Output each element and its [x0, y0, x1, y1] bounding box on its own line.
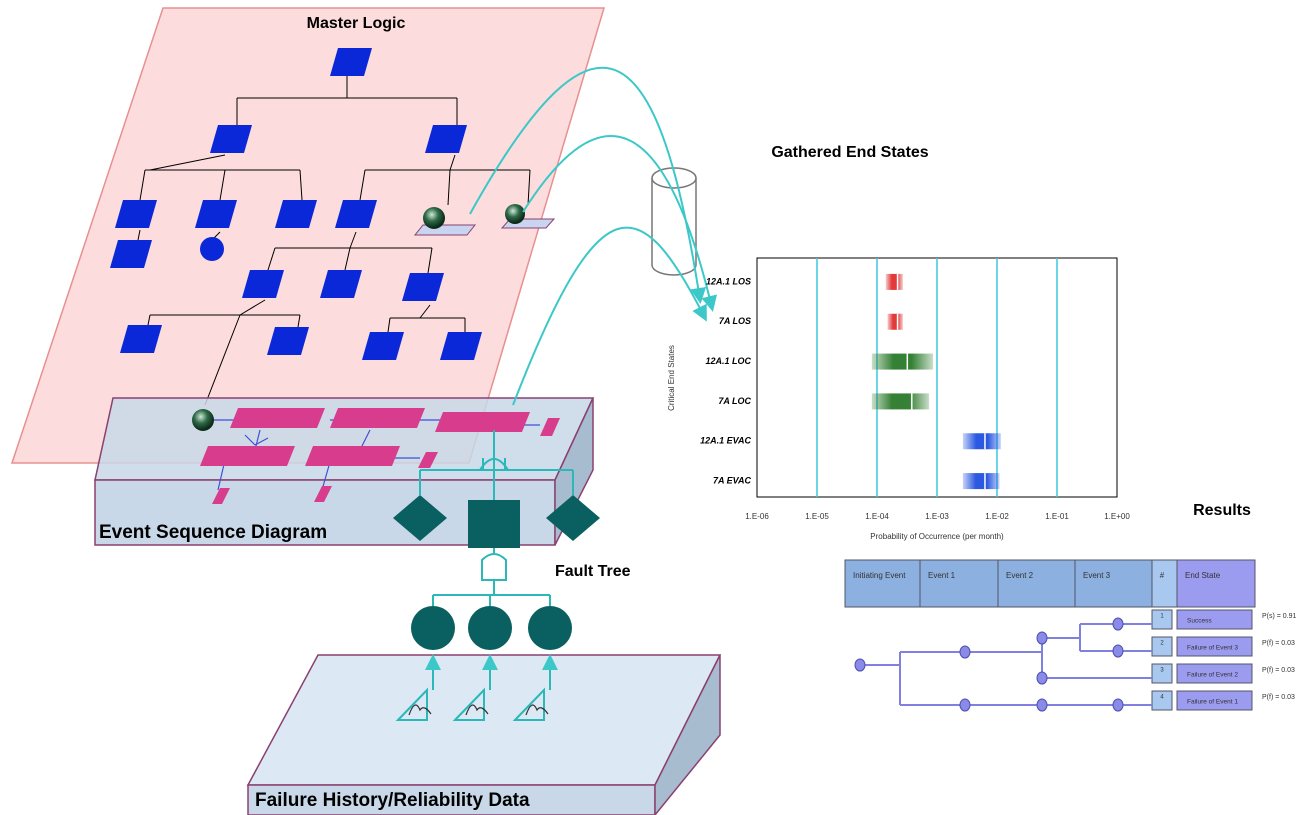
esd-title: Event Sequence Diagram [99, 522, 327, 543]
header-cell [1152, 560, 1177, 607]
header-label: Initiating Event [853, 571, 906, 580]
logic-node [200, 237, 224, 261]
tree-node [1113, 645, 1123, 657]
header-cell [1177, 560, 1255, 607]
header-cell [1075, 560, 1152, 607]
x-axis-label: Probability of Occurrence (per month) [870, 532, 1004, 541]
fault-tree-title: Fault Tree [555, 563, 631, 580]
header-label: Event 1 [928, 571, 956, 580]
esd-event [230, 408, 325, 428]
gathered-end-states-title: Gathered End States [771, 144, 928, 161]
end-state: Failure of Event 1 [1187, 699, 1238, 706]
category-label: 12A.1 EVAC [700, 436, 751, 446]
category-label: 12A.1 LOC [705, 356, 751, 366]
failure-data-title: Failure History/Reliability Data [255, 790, 530, 811]
sphere [423, 207, 445, 229]
x-tick-label: 1.E-02 [985, 512, 1009, 521]
tree-node [960, 699, 970, 711]
header-cell [845, 560, 920, 607]
end-state: Failure of Event 3 [1187, 645, 1238, 652]
header-cell [998, 560, 1075, 607]
tree-node [960, 646, 970, 658]
cylinder [652, 168, 696, 275]
x-tick-label: 1.E-01 [1045, 512, 1069, 521]
probability: P(f) = 0.03 [1262, 694, 1295, 701]
range-bar [963, 473, 1000, 489]
probability: P(f) = 0.03 [1262, 667, 1295, 674]
header-cell [920, 560, 998, 607]
probability: P(f) = 0.03 [1262, 640, 1295, 647]
category-label: 7A LOC [718, 396, 751, 406]
diagram: Master Logic Gathered End States Event S… [0, 0, 1310, 815]
results-title: Results [1193, 502, 1251, 519]
category-label: 7A EVAC [713, 475, 752, 485]
end-state: Success [1187, 618, 1212, 625]
header-label: Event 3 [1083, 571, 1111, 580]
range-bar [886, 274, 903, 290]
esd-event [330, 408, 425, 428]
event-tree: Initiating Event Event 1 Event 2 Event 3 # En… [845, 560, 1297, 711]
tree-node [1037, 672, 1047, 684]
tree-node [1037, 632, 1047, 644]
tree-branches [860, 624, 1152, 705]
header-label: End State [1185, 571, 1221, 580]
x-tick-label: 1.E-04 [865, 512, 889, 521]
range-bar [872, 354, 933, 370]
category-label: 7A LOS [719, 316, 751, 326]
sphere [192, 409, 214, 431]
range-bar [888, 314, 903, 330]
tree-node [1037, 699, 1047, 711]
tree-node [1113, 699, 1123, 711]
esd-event [305, 446, 400, 466]
header-label: # [1160, 571, 1165, 580]
probability: P(s) = 0.91 [1262, 613, 1297, 620]
x-tick-label: 1.E+00 [1104, 512, 1130, 521]
x-tick-label: 1.E-05 [805, 512, 829, 521]
x-tick-label: 1.E-06 [745, 512, 769, 521]
range-bar [872, 393, 929, 409]
tree-node [1113, 618, 1123, 630]
master-logic-title: Master Logic [307, 15, 406, 32]
y-axis-label: Critical End States [667, 345, 676, 411]
end-state-chart: Critical End States Probability of Occur… [667, 258, 1130, 541]
plate [415, 225, 475, 235]
master-logic-plane [12, 8, 604, 463]
tree-node [855, 659, 865, 671]
esd-event [200, 446, 295, 466]
range-bar [963, 433, 1001, 449]
end-state: Failure of Event 2 [1187, 672, 1238, 679]
esd-event [435, 412, 530, 432]
header-label: Event 2 [1006, 571, 1034, 580]
sphere [505, 204, 525, 224]
x-tick-label: 1.E-03 [925, 512, 949, 521]
category-label: 12A.1 LOS [706, 276, 751, 286]
